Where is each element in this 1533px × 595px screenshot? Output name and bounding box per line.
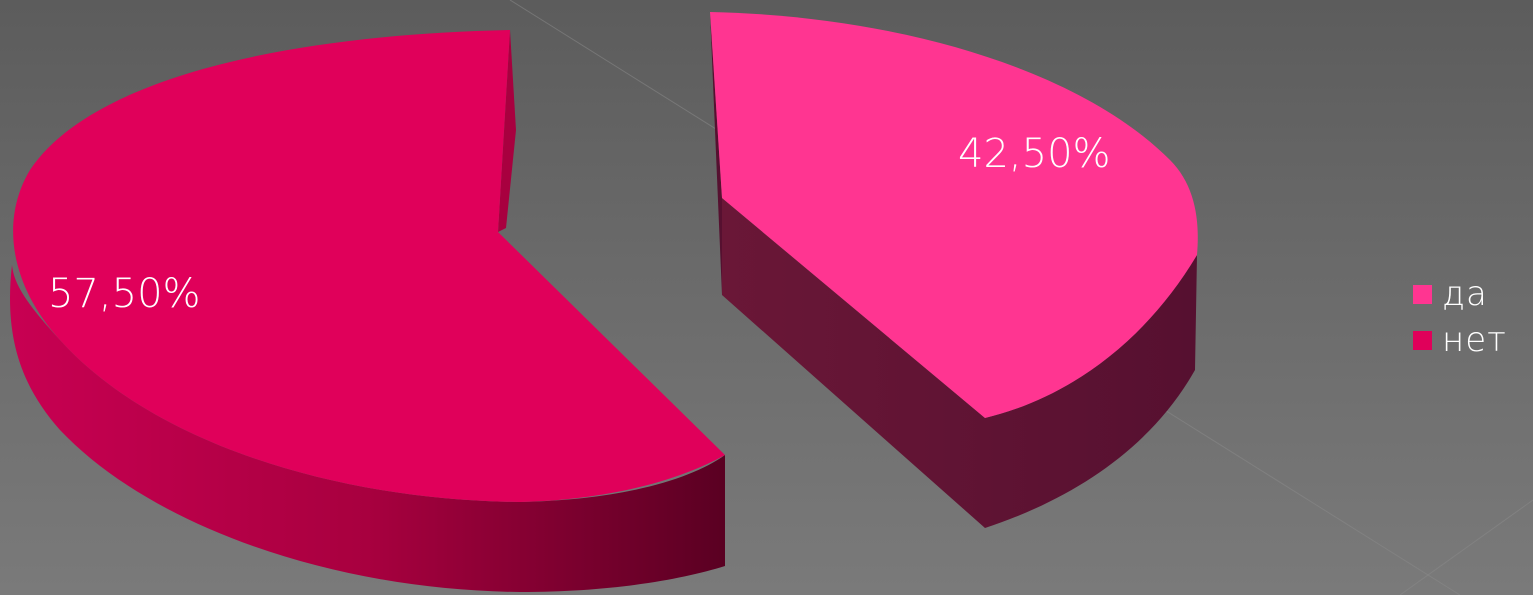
pie-slice-da-value-label: 42,50% bbox=[958, 131, 1111, 177]
pie-slice-da-front-side bbox=[722, 198, 1197, 528]
legend-item-da: да bbox=[1413, 271, 1507, 317]
legend-item-net: нет bbox=[1413, 317, 1507, 363]
legend-label-da: да bbox=[1442, 274, 1488, 314]
legend: да нет bbox=[1413, 271, 1507, 363]
legend-label-net: нет bbox=[1442, 320, 1507, 360]
pie-slice-da-side bbox=[710, 12, 722, 295]
pie-slice-net-value-label: 57,50% bbox=[48, 271, 201, 317]
pie-slice-net: 57,50% bbox=[10, 30, 725, 592]
pie-slice-net-side bbox=[10, 265, 725, 592]
legend-swatch-net bbox=[1413, 330, 1432, 350]
pie-slice-da: 42,50% bbox=[710, 12, 1198, 528]
pie-slice-net-inner-side bbox=[498, 30, 516, 232]
legend-swatch-da bbox=[1413, 284, 1432, 304]
pie-slice-da-top bbox=[710, 12, 1198, 418]
pie-slice-net-top bbox=[13, 30, 725, 502]
